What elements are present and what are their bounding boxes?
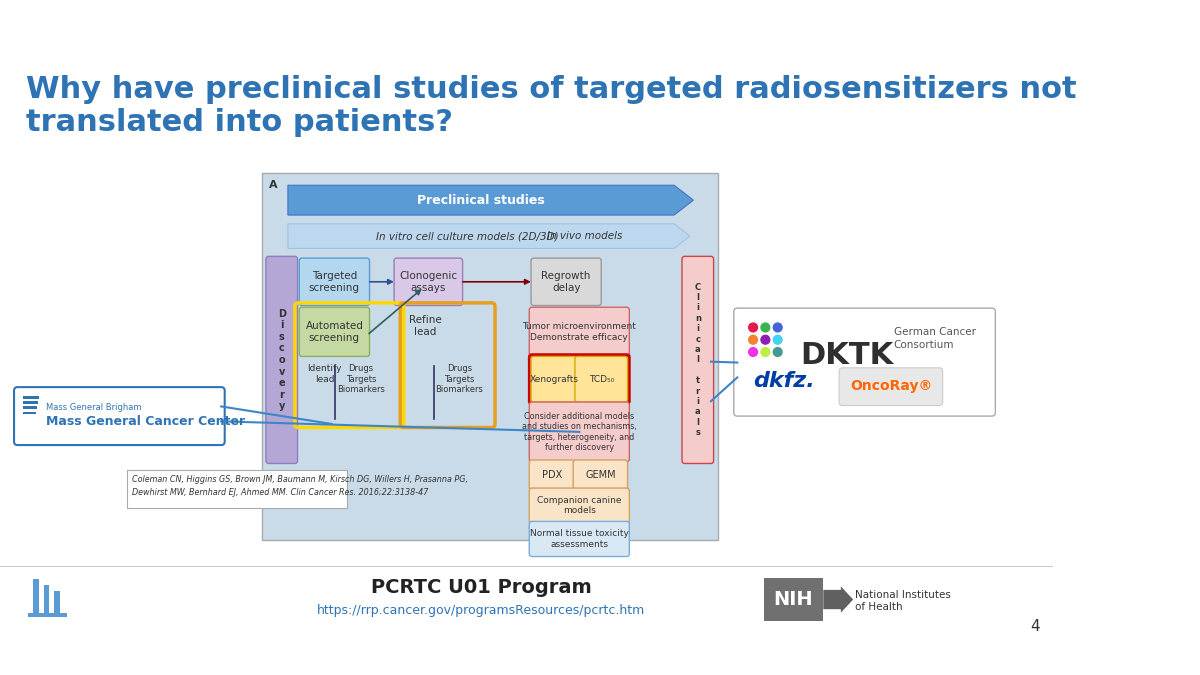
FancyBboxPatch shape	[532, 356, 577, 402]
Text: German Cancer: German Cancer	[894, 327, 976, 338]
Text: of Health: of Health	[854, 602, 902, 612]
Circle shape	[749, 348, 757, 356]
FancyBboxPatch shape	[575, 356, 628, 402]
Text: Why have preclinical studies of targeted radiosensitizers not: Why have preclinical studies of targeted…	[26, 75, 1076, 104]
Bar	[44, 585, 49, 614]
Bar	[23, 412, 36, 414]
Bar	[54, 591, 60, 614]
FancyBboxPatch shape	[529, 521, 629, 556]
FancyBboxPatch shape	[682, 256, 714, 464]
Text: translated into patients?: translated into patients?	[26, 108, 454, 137]
Polygon shape	[288, 185, 694, 215]
Text: In vitro cell culture models (2D/3D): In vitro cell culture models (2D/3D)	[376, 231, 558, 241]
Text: Consortium: Consortium	[894, 340, 954, 350]
Text: Targeted
screening: Targeted screening	[308, 271, 360, 292]
Bar	[262, 173, 718, 540]
Text: https://rrp.cancer.gov/programsResources/pcrtc.htm: https://rrp.cancer.gov/programsResources…	[317, 603, 646, 616]
FancyBboxPatch shape	[532, 258, 601, 306]
Circle shape	[749, 323, 757, 332]
Text: Normal tissue toxicity
assessments: Normal tissue toxicity assessments	[530, 529, 629, 549]
FancyBboxPatch shape	[529, 307, 629, 356]
Text: Dewhirst MW, Bernhard EJ, Ahmed MM. Clin Cancer Res. 2016;22:3138-47: Dewhirst MW, Bernhard EJ, Ahmed MM. Clin…	[132, 488, 428, 497]
Text: Clonogenic
assays: Clonogenic assays	[400, 271, 457, 292]
Bar	[23, 396, 38, 398]
Polygon shape	[288, 224, 690, 248]
Text: Mass General Cancer Center: Mass General Cancer Center	[46, 415, 245, 428]
FancyBboxPatch shape	[14, 387, 224, 445]
FancyBboxPatch shape	[529, 460, 575, 490]
Text: Drugs
Targets
Biomarkers: Drugs Targets Biomarkers	[337, 364, 385, 394]
Text: A: A	[269, 180, 277, 190]
FancyBboxPatch shape	[529, 488, 629, 523]
FancyBboxPatch shape	[529, 402, 629, 462]
FancyBboxPatch shape	[299, 307, 370, 356]
Circle shape	[761, 335, 769, 344]
FancyBboxPatch shape	[839, 368, 943, 406]
Text: PDX: PDX	[542, 470, 563, 480]
Text: Drugs
Targets
Biomarkers: Drugs Targets Biomarkers	[436, 364, 484, 394]
Bar	[34, 579, 38, 614]
Text: DKTK: DKTK	[800, 342, 894, 371]
Bar	[763, 578, 823, 622]
Text: Mass General Brigham: Mass General Brigham	[46, 403, 142, 412]
Text: Companion canine
models: Companion canine models	[538, 496, 622, 515]
Circle shape	[761, 348, 769, 356]
FancyBboxPatch shape	[394, 258, 462, 306]
Text: PCRTC U01 Program: PCRTC U01 Program	[371, 578, 592, 597]
Bar	[23, 401, 37, 404]
Text: dkfz.: dkfz.	[754, 371, 815, 392]
Circle shape	[761, 323, 769, 332]
Text: National Institutes: National Institutes	[854, 590, 950, 600]
Circle shape	[773, 323, 782, 332]
Text: Consider additional models
and studies on mechanisms,
targets, heterogeneity, an: Consider additional models and studies o…	[522, 412, 637, 452]
Text: Identify
lead: Identify lead	[307, 364, 342, 383]
Text: GEMM: GEMM	[586, 470, 616, 480]
Text: Preclinical studies: Preclinical studies	[418, 194, 545, 207]
Text: OncoRay®: OncoRay®	[850, 379, 932, 394]
Text: C
l
i
n
i
c
a
l
 
t
r
i
a
l
s: C l i n i c a l t r i a l s	[695, 283, 701, 437]
Circle shape	[749, 335, 757, 344]
Bar	[127, 470, 347, 508]
Text: Xenografts: Xenografts	[529, 375, 578, 383]
Text: Regrowth
delay: Regrowth delay	[541, 271, 590, 292]
Text: Refine
lead: Refine lead	[409, 315, 442, 337]
Text: Coleman CN, Higgins GS, Brown JM, Baumann M, Kirsch DG, Willers H, Prasanna PG,: Coleman CN, Higgins GS, Brown JM, Bauman…	[132, 475, 468, 484]
Circle shape	[773, 335, 782, 344]
Text: Tumor microenvironment
Demonstrate efficacy: Tumor microenvironment Demonstrate effic…	[522, 322, 636, 342]
Bar	[23, 406, 37, 409]
Text: D
i
s
c
o
v
e
r
y: D i s c o v e r y	[277, 308, 286, 411]
FancyArrow shape	[823, 587, 853, 613]
FancyBboxPatch shape	[299, 258, 370, 306]
FancyBboxPatch shape	[574, 460, 628, 490]
FancyBboxPatch shape	[266, 256, 298, 464]
Circle shape	[773, 348, 782, 356]
Bar	[28, 613, 67, 617]
Text: 4: 4	[1031, 619, 1040, 634]
Text: TCD₅₀: TCD₅₀	[589, 375, 614, 383]
FancyBboxPatch shape	[733, 308, 995, 416]
Text: NIH: NIH	[774, 590, 814, 609]
Text: Automated
screening: Automated screening	[306, 321, 364, 343]
Text: In vivo models: In vivo models	[547, 231, 623, 241]
